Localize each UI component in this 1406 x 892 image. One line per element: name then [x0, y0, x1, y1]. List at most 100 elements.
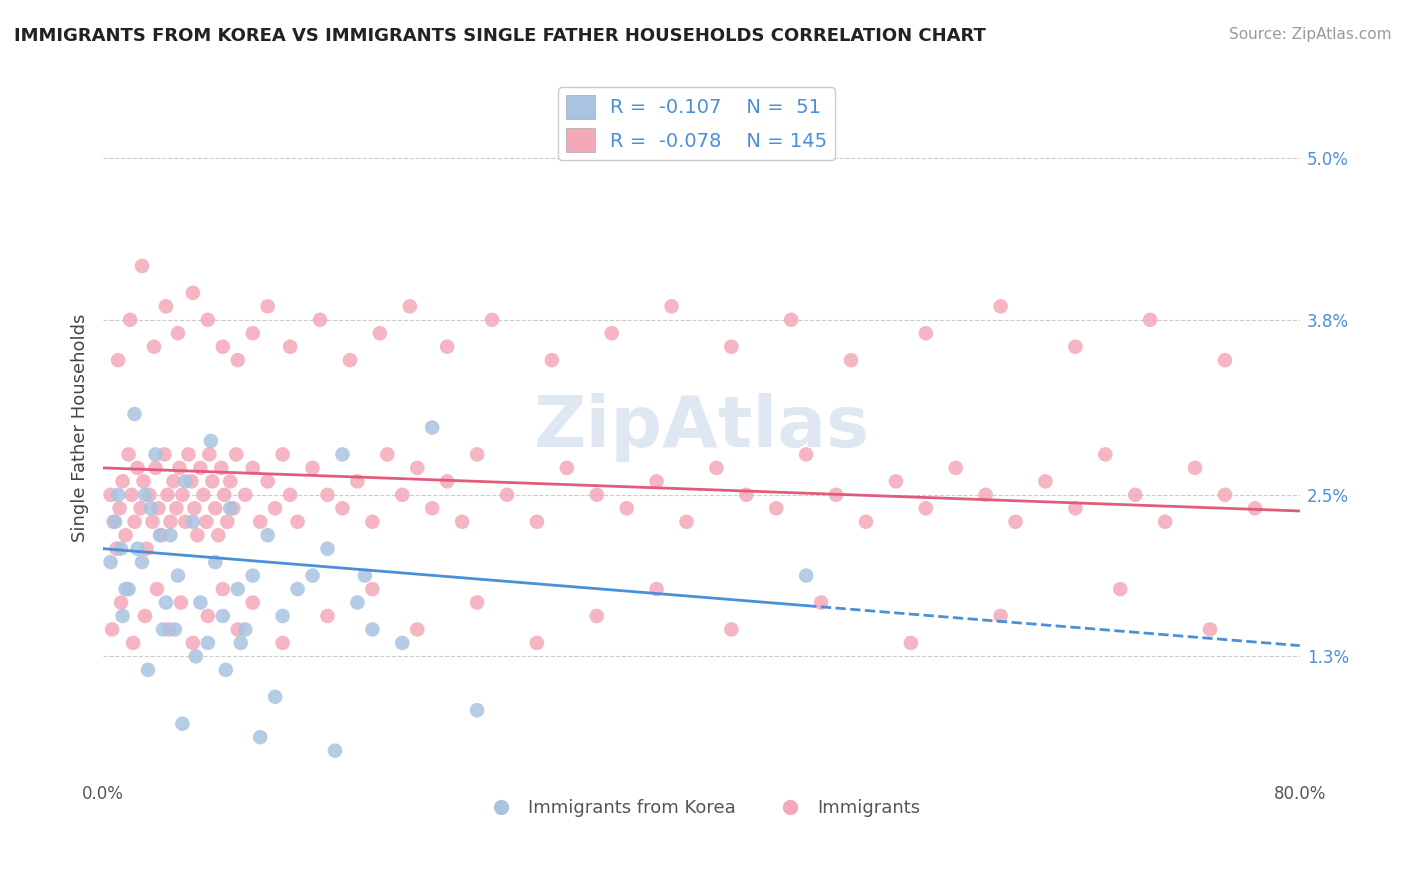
Point	[271, 447, 294, 461]
Text: Source: ZipAtlas.com: Source: ZipAtlas.com	[1229, 27, 1392, 42]
Point	[114, 528, 136, 542]
Point	[1213, 488, 1236, 502]
Point	[150, 528, 173, 542]
Point	[204, 555, 226, 569]
Point	[197, 609, 219, 624]
Point	[198, 447, 221, 461]
Point	[375, 447, 398, 461]
Point	[420, 501, 443, 516]
Point	[169, 461, 191, 475]
Point	[100, 488, 122, 502]
Point	[219, 475, 242, 489]
Point	[436, 475, 458, 489]
Point	[157, 623, 180, 637]
Point	[884, 475, 907, 489]
Point	[974, 488, 997, 502]
Point	[165, 501, 187, 516]
Point	[110, 541, 132, 556]
Point	[316, 609, 339, 624]
Legend: Immigrants from Korea, Immigrants: Immigrants from Korea, Immigrants	[475, 792, 928, 824]
Point	[124, 515, 146, 529]
Point	[103, 515, 125, 529]
Point	[131, 555, 153, 569]
Point	[134, 609, 156, 624]
Point	[436, 340, 458, 354]
Point	[181, 515, 204, 529]
Point	[141, 515, 163, 529]
Point	[135, 541, 157, 556]
Point	[145, 461, 167, 475]
Point	[465, 703, 488, 717]
Point	[585, 488, 607, 502]
Point	[124, 407, 146, 421]
Point	[735, 488, 758, 502]
Point	[720, 340, 742, 354]
Point	[278, 488, 301, 502]
Point	[990, 609, 1012, 624]
Point	[222, 501, 245, 516]
Point	[242, 568, 264, 582]
Point	[107, 353, 129, 368]
Point	[661, 299, 683, 313]
Point	[287, 515, 309, 529]
Point	[1154, 515, 1177, 529]
Point	[200, 434, 222, 448]
Point	[214, 488, 236, 502]
Point	[765, 501, 787, 516]
Point	[794, 568, 817, 582]
Point	[600, 326, 623, 341]
Point	[183, 501, 205, 516]
Point	[720, 623, 742, 637]
Point	[174, 515, 197, 529]
Point	[233, 623, 256, 637]
Point	[146, 582, 169, 596]
Point	[143, 340, 166, 354]
Point	[242, 595, 264, 609]
Point	[1109, 582, 1132, 596]
Point	[132, 475, 155, 489]
Point	[127, 461, 149, 475]
Point	[242, 461, 264, 475]
Point	[616, 501, 638, 516]
Point	[152, 623, 174, 637]
Point	[172, 488, 194, 502]
Point	[361, 623, 384, 637]
Point	[1035, 475, 1057, 489]
Point	[219, 501, 242, 516]
Point	[174, 475, 197, 489]
Point	[136, 663, 159, 677]
Point	[1184, 461, 1206, 475]
Point	[193, 488, 215, 502]
Point	[1064, 501, 1087, 516]
Point	[207, 528, 229, 542]
Point	[541, 353, 564, 368]
Point	[249, 515, 271, 529]
Point	[215, 663, 238, 677]
Point	[111, 609, 134, 624]
Point	[217, 515, 239, 529]
Point	[271, 636, 294, 650]
Point	[131, 259, 153, 273]
Point	[197, 636, 219, 650]
Point	[180, 475, 202, 489]
Point	[555, 461, 578, 475]
Point	[177, 447, 200, 461]
Text: ZipAtlas: ZipAtlas	[533, 393, 869, 462]
Point	[110, 595, 132, 609]
Point	[301, 568, 323, 582]
Point	[900, 636, 922, 650]
Point	[287, 582, 309, 596]
Point	[201, 475, 224, 489]
Point	[167, 326, 190, 341]
Point	[105, 541, 128, 556]
Point	[100, 555, 122, 569]
Point	[706, 461, 728, 475]
Point	[914, 326, 936, 341]
Point	[309, 313, 332, 327]
Point	[127, 541, 149, 556]
Point	[465, 447, 488, 461]
Point	[226, 353, 249, 368]
Point	[117, 447, 139, 461]
Point	[167, 568, 190, 582]
Point	[323, 744, 346, 758]
